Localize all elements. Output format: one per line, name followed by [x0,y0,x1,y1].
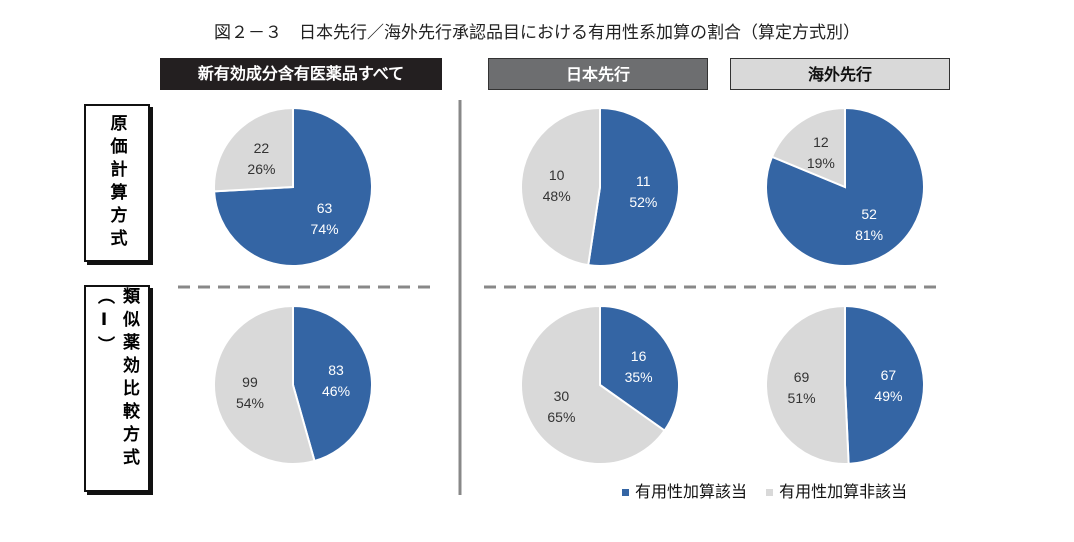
legend: 有用性加算該当 有用性加算非該当 [622,478,907,502]
pie-slice [213,304,316,465]
column-header-overseas-first: 海外先行 [730,58,950,90]
slice-count-label: 12 [813,134,829,150]
legend-swatch-applicable [622,489,629,496]
pie-slice [292,304,373,463]
column-header-japan-first: 日本先行 [488,58,708,90]
slice-percent-label: 49% [874,388,902,404]
slice-percent-label: 52% [629,194,657,210]
slice-percent-label: 81% [855,227,883,243]
slice-count-label: 11 [636,173,651,189]
slice-percent-label: 54% [236,395,264,411]
slice-percent-label: 48% [543,188,571,204]
slice-count-label: 30 [554,388,570,404]
slice-percent-label: 46% [322,383,350,399]
pie-slice [520,304,666,465]
pie-slice [520,106,601,267]
pie-slice [770,106,846,189]
slice-count-label: 52 [861,206,877,222]
pie-slice [213,106,294,193]
slice-count-label: 63 [317,200,333,216]
column-header-all: 新有効成分含有医薬品すべて [160,58,442,90]
pie-slice [844,304,925,465]
legend-label-not-applicable: 有用性加算非該当 [779,482,908,501]
row-label-similar-drug-comparison: 類似薬効比較方式（Ⅰ） [84,285,150,492]
slice-count-label: 99 [242,374,258,390]
slice-percent-label: 19% [807,155,835,171]
slice-percent-label: 26% [247,161,275,177]
row-label-cost-calculation: 原価計算方式 [84,104,150,262]
chart-title: 図２－３ 日本先行／海外先行承認品目における有用性系加算の割合（算定方式別） [214,23,860,43]
legend-swatch-not-applicable [766,489,774,496]
pie-slice [765,304,850,465]
slice-count-label: 10 [549,167,565,183]
slice-count-label: 67 [881,367,897,383]
pie-slice [587,106,680,267]
pie-slice [599,304,680,432]
slice-percent-label: 35% [625,369,653,385]
slice-percent-label: 51% [788,390,816,406]
slice-count-label: 83 [328,362,344,378]
slice-count-label: 16 [631,348,647,364]
slice-percent-label: 74% [311,221,339,237]
slice-percent-label: 65% [547,409,575,425]
legend-label-applicable: 有用性加算該当 [635,482,748,501]
slice-count-label: 22 [254,140,270,156]
slice-count-label: 69 [794,369,810,385]
